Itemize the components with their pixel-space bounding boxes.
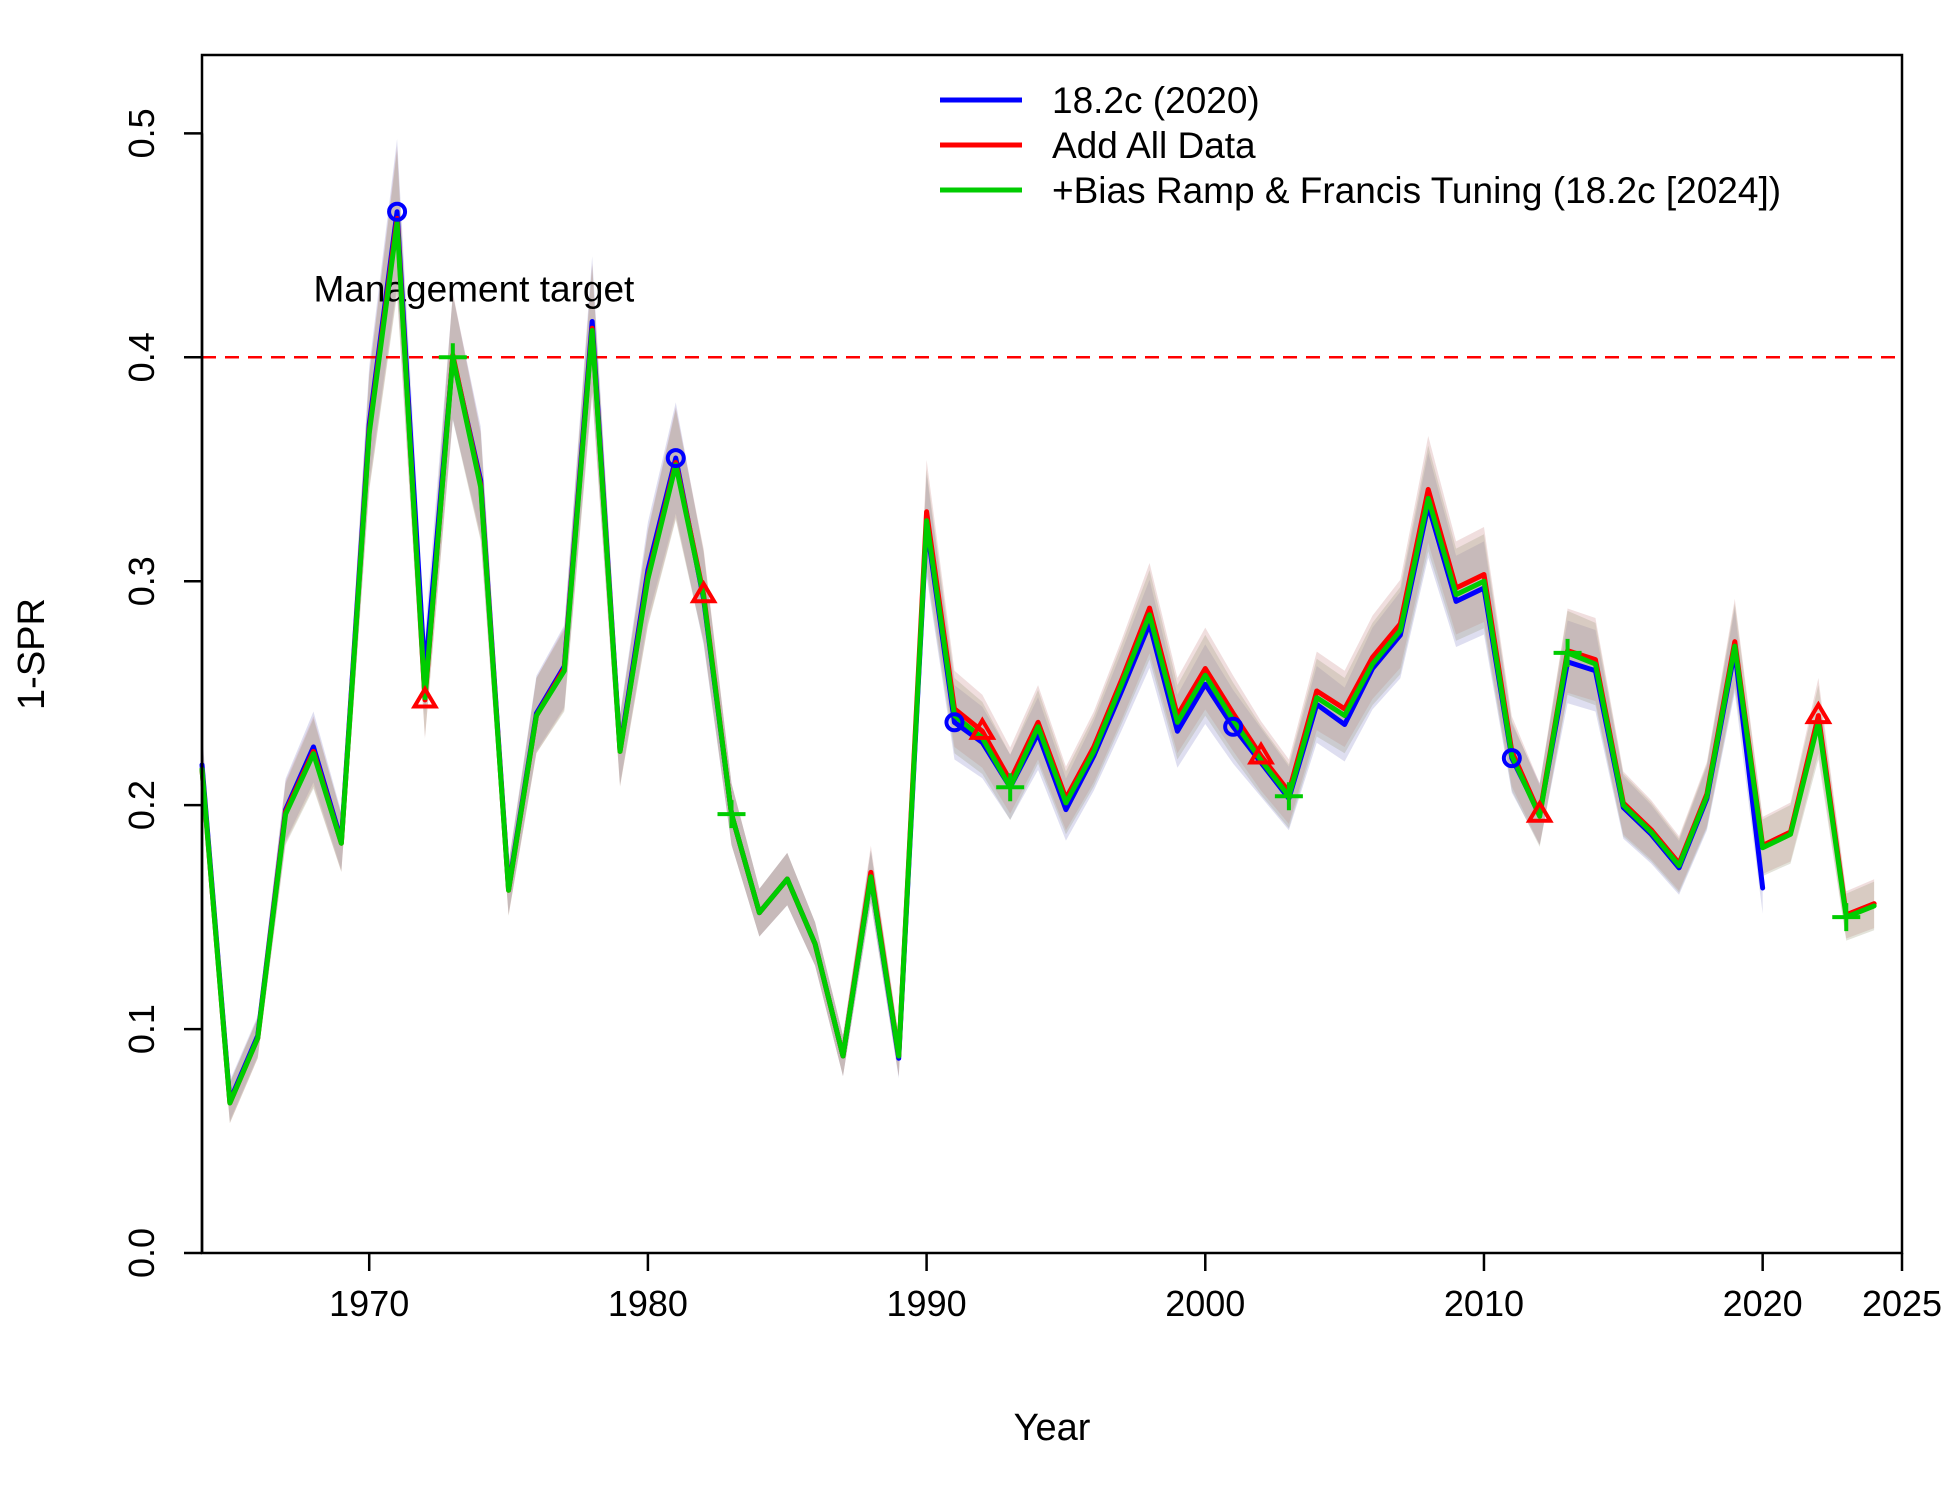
series-line — [199, 209, 1766, 1104]
data-point — [689, 579, 718, 604]
x-tick-label: 1980 — [608, 1283, 688, 1324]
y-tick-label: 0.2 — [121, 780, 162, 830]
data-point — [944, 712, 965, 733]
data-point — [1247, 740, 1275, 765]
management-target-label: Management target — [313, 268, 635, 309]
uncertainty-bands — [202, 138, 1875, 1124]
data-point — [387, 201, 408, 222]
x-axis: 1970 1980 1990 2000 2010 2020 2025 — [329, 1253, 1942, 1324]
x-axis-title: Year — [1014, 1407, 1091, 1449]
y-tick-label: 0.1 — [121, 1004, 162, 1054]
x-tick-label: 2025 — [1862, 1283, 1942, 1324]
plot-frame — [200, 53, 1904, 1255]
legend-label: 18.2c (2020) — [1052, 80, 1260, 121]
legend-label: Add All Data — [1052, 125, 1256, 166]
y-tick-label: 0.0 — [121, 1228, 162, 1278]
x-tick-label: 2010 — [1444, 1283, 1524, 1324]
x-tick-label: 2020 — [1723, 1283, 1803, 1324]
data-point — [1274, 782, 1303, 811]
legend: 18.2c (2020)Add All Data+Bias Ramp & Fra… — [940, 80, 1781, 211]
x-tick-label: 1990 — [887, 1283, 967, 1324]
x-tick-label: 1970 — [329, 1283, 409, 1324]
y-axis-title: 1-SPR — [11, 598, 53, 710]
series-line — [199, 220, 1877, 1106]
legend-label: +Bias Ramp & Francis Tuning (18.2c [2024… — [1052, 170, 1781, 211]
y-tick-label: 0.3 — [121, 556, 162, 606]
data-point — [717, 800, 746, 829]
series-markers — [387, 201, 1861, 932]
y-tick-label: 0.4 — [121, 332, 162, 382]
x-tick-label: 2000 — [1165, 1283, 1245, 1324]
data-point — [1525, 799, 1554, 823]
data-point — [1501, 748, 1522, 769]
data-point — [1223, 716, 1244, 737]
uncertainty-band — [202, 138, 1763, 1121]
data-point — [1832, 903, 1861, 932]
data-point — [438, 343, 467, 372]
data-point — [410, 684, 439, 709]
y-axis: 0.0 0.1 0.2 0.3 0.4 0.5 — [121, 108, 204, 1278]
data-point — [1553, 638, 1582, 667]
data-point — [996, 773, 1025, 802]
data-point — [968, 716, 997, 740]
data-point — [1804, 700, 1833, 725]
data-point — [665, 448, 686, 469]
y-tick-label: 0.5 — [121, 108, 162, 158]
series-lines — [199, 209, 1877, 1106]
